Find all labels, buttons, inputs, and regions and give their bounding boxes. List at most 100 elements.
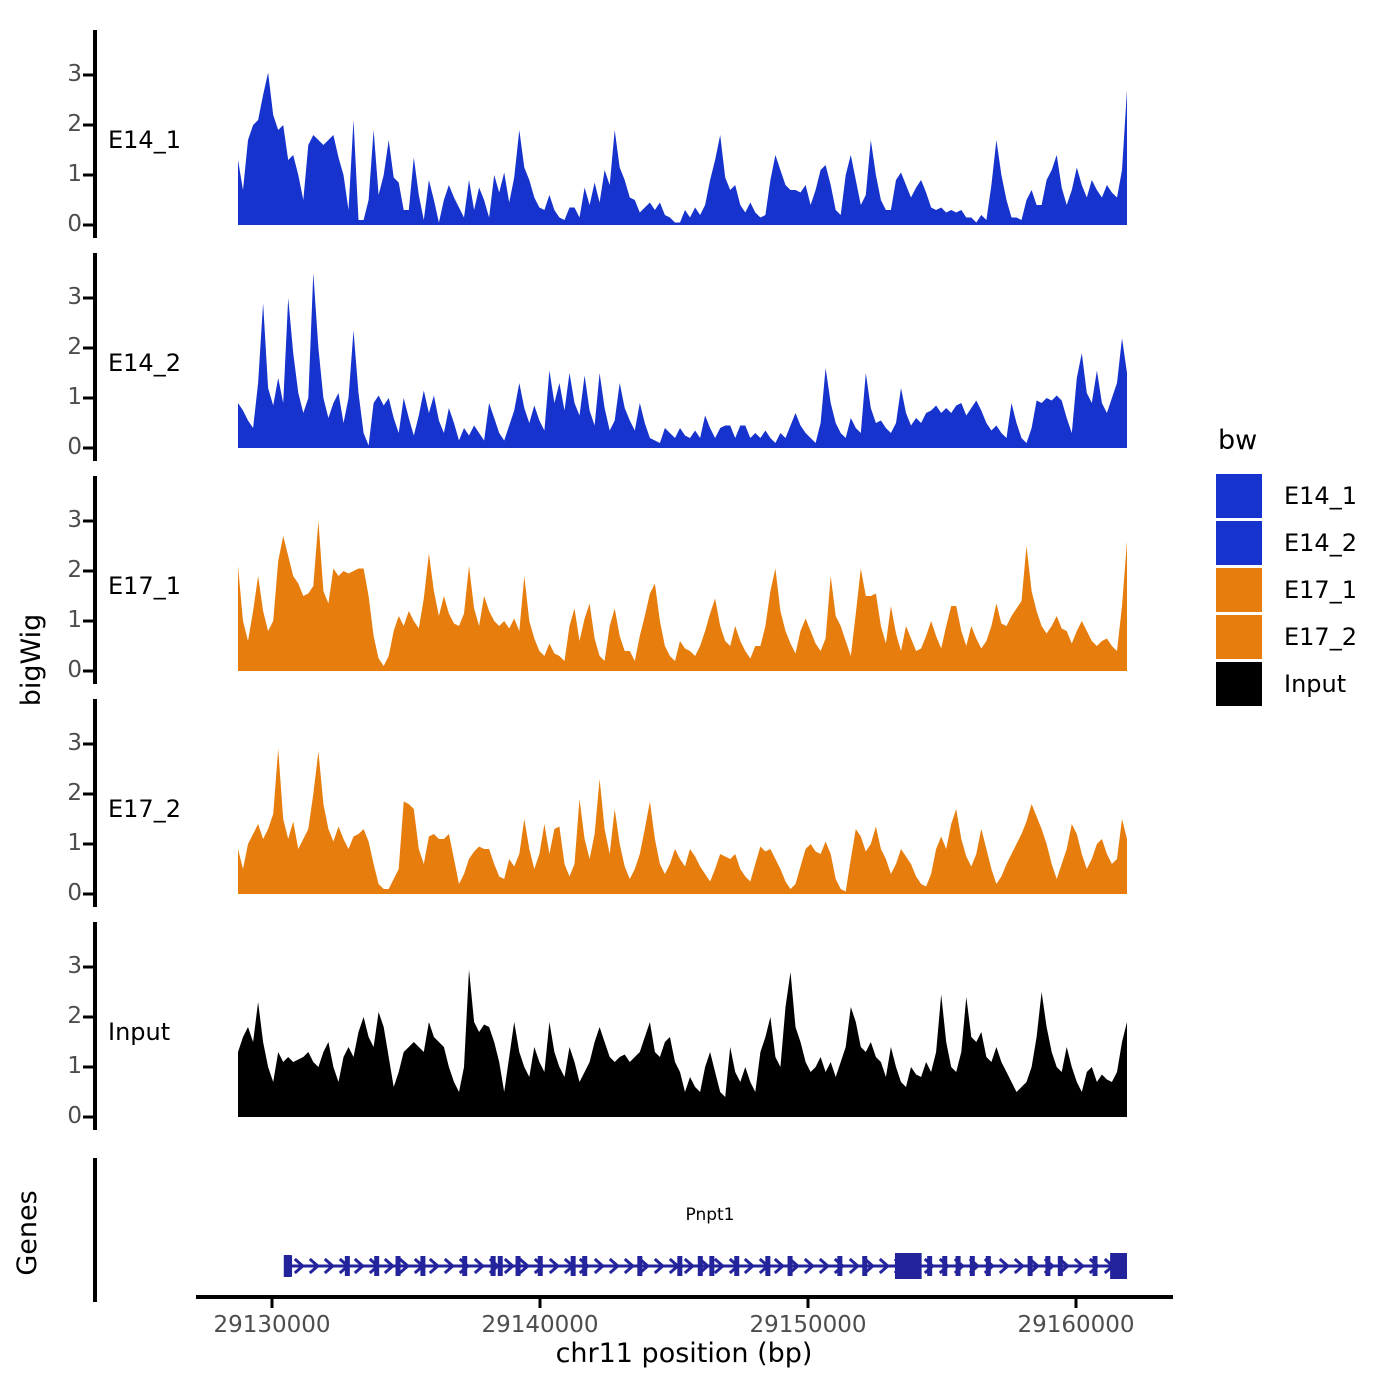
coverage-area-E14_1 [238, 72, 1127, 225]
gene-strand-arrow [1088, 1257, 1101, 1275]
gene-exon-tick [344, 1256, 350, 1276]
legend-swatch-Input [1216, 662, 1262, 706]
gene-strand-arrow [608, 1257, 621, 1275]
gene-strand-arrow [653, 1257, 666, 1275]
gene-strand-arrow [878, 1257, 891, 1275]
y-tick-label-E17_1-2: 2 [67, 557, 82, 583]
gene-exon-tick [515, 1256, 521, 1276]
gene-strand-arrow [503, 1257, 516, 1275]
gene-strand-arrow [713, 1257, 726, 1275]
y-tick-E14_1-2 [83, 123, 93, 127]
y-tick-Input-2 [83, 1015, 93, 1019]
y-tick-E17_2-3 [83, 742, 93, 746]
gene-strand-arrow [308, 1257, 321, 1275]
gene-wide-exon [1110, 1253, 1127, 1279]
y-tick-E17_1-0 [83, 669, 93, 673]
gene-exon-tick [462, 1256, 468, 1276]
legend-entry-E14_1: E14_1 [1216, 474, 1357, 518]
legend-label-E14_1: E14_1 [1284, 482, 1357, 510]
gene-exon-tick [537, 1256, 543, 1276]
y-tick-label-Input-3: 3 [67, 953, 82, 979]
gene-exon-tick [1027, 1256, 1033, 1276]
gene-start-exon [283, 1255, 292, 1277]
gene-strand-arrow [638, 1257, 651, 1275]
y-tick-E17_2-2 [83, 792, 93, 796]
coverage-area-Input [238, 969, 1127, 1117]
gene-exon-tick [734, 1256, 740, 1276]
gene-exon-tick [765, 1256, 771, 1276]
legend-label-E14_2: E14_2 [1284, 529, 1357, 557]
y-axis-line-Input [93, 922, 97, 1130]
y-tick-label-Input-1: 1 [67, 1053, 82, 1079]
gene-exon-tick [787, 1256, 793, 1276]
track-label-E14_2: E14_2 [108, 349, 181, 377]
y-axis-line-E14_2 [93, 253, 97, 461]
gene-strand-arrow [323, 1257, 336, 1275]
y-tick-label-E17_1-1: 1 [67, 607, 82, 633]
x-tick-label-29160000: 29160000 [1017, 1312, 1135, 1338]
track-label-E17_1: E17_1 [108, 572, 181, 600]
track-label-E17_2: E17_2 [108, 795, 181, 823]
gene-wide-exon [894, 1253, 922, 1279]
gene-exon-tick [582, 1256, 588, 1276]
legend-label-Input: Input [1284, 670, 1347, 698]
y-tick-E17_1-2 [83, 569, 93, 573]
gene-exon-tick [1045, 1256, 1051, 1276]
y-tick-label-E14_1-0: 0 [67, 211, 82, 237]
legend-entry-Input: Input [1216, 662, 1357, 706]
coverage-area-E17_2 [238, 749, 1127, 894]
gene-strand-arrow [773, 1257, 786, 1275]
gene-exon-tick [1092, 1256, 1098, 1276]
y-tick-E17_1-3 [83, 519, 93, 523]
y-tick-E17_1-1 [83, 619, 93, 623]
legend-entry-E17_1: E17_1 [1216, 568, 1357, 612]
y-tick-Input-3 [83, 965, 93, 969]
gene-strand-arrow [1073, 1257, 1086, 1275]
gene-exon-tick [837, 1256, 843, 1276]
y-tick-label-E14_1-3: 3 [67, 61, 82, 87]
x-tick-29160000 [1074, 1299, 1078, 1308]
y-tick-label-E14_2-1: 1 [67, 384, 82, 410]
gene-strand-arrow [443, 1257, 456, 1275]
x-tick-label-29140000: 29140000 [481, 1312, 599, 1338]
legend-entry-E14_2: E14_2 [1216, 521, 1357, 565]
legend-swatch-E14_2 [1216, 521, 1262, 565]
y-tick-label-E17_1-0: 0 [67, 657, 82, 683]
gene-strand-arrow [398, 1257, 411, 1275]
legend-entries: E14_1 E14_2 E17_1 E17_2 Input [1216, 474, 1357, 706]
gene-exon-tick [955, 1256, 961, 1276]
legend-label-E17_1: E17_1 [1284, 576, 1357, 604]
x-axis-title: chr11 position (bp) [555, 1338, 813, 1369]
gene-exon-tick [570, 1256, 576, 1276]
y-tick-E17_2-0 [83, 892, 93, 896]
gene-exon-tick [490, 1256, 496, 1276]
y-tick-E17_2-1 [83, 842, 93, 846]
y-tick-label-E14_2-2: 2 [67, 334, 82, 360]
y-tick-E14_2-3 [83, 296, 93, 300]
gene-strand-arrow [518, 1257, 531, 1275]
y-tick-E14_2-1 [83, 396, 93, 400]
legend-label-E17_2: E17_2 [1284, 623, 1357, 651]
legend: bw E14_1 E14_2 E17_1 E17_2 Input [1216, 425, 1357, 709]
y-tick-label-E14_1-2: 2 [67, 111, 82, 137]
gene-exon-tick [942, 1256, 948, 1276]
gene-exon-tick [1057, 1256, 1063, 1276]
y-axis-line-E17_2 [93, 699, 97, 907]
gene-strand-arrow [593, 1257, 606, 1275]
genes-axis-line [93, 1158, 97, 1302]
gene-exon-tick [985, 1256, 991, 1276]
gene-strand-arrow [548, 1257, 561, 1275]
x-tick-29140000 [538, 1299, 542, 1308]
gene-strand-arrow [428, 1257, 441, 1275]
y-tick-Input-1 [83, 1065, 93, 1069]
y-axis-line-E17_1 [93, 476, 97, 684]
gene-strand-arrow [683, 1257, 696, 1275]
y-tick-label-Input-2: 2 [67, 1003, 82, 1029]
gene-strand-arrow [353, 1257, 366, 1275]
gene-name-label: Pnpt1 [685, 1205, 735, 1225]
gene-strand-arrow [1013, 1257, 1026, 1275]
gene-exon-tick [697, 1256, 703, 1276]
y-tick-label-E17_2-1: 1 [67, 830, 82, 856]
y-tick-label-E14_2-3: 3 [67, 284, 82, 310]
